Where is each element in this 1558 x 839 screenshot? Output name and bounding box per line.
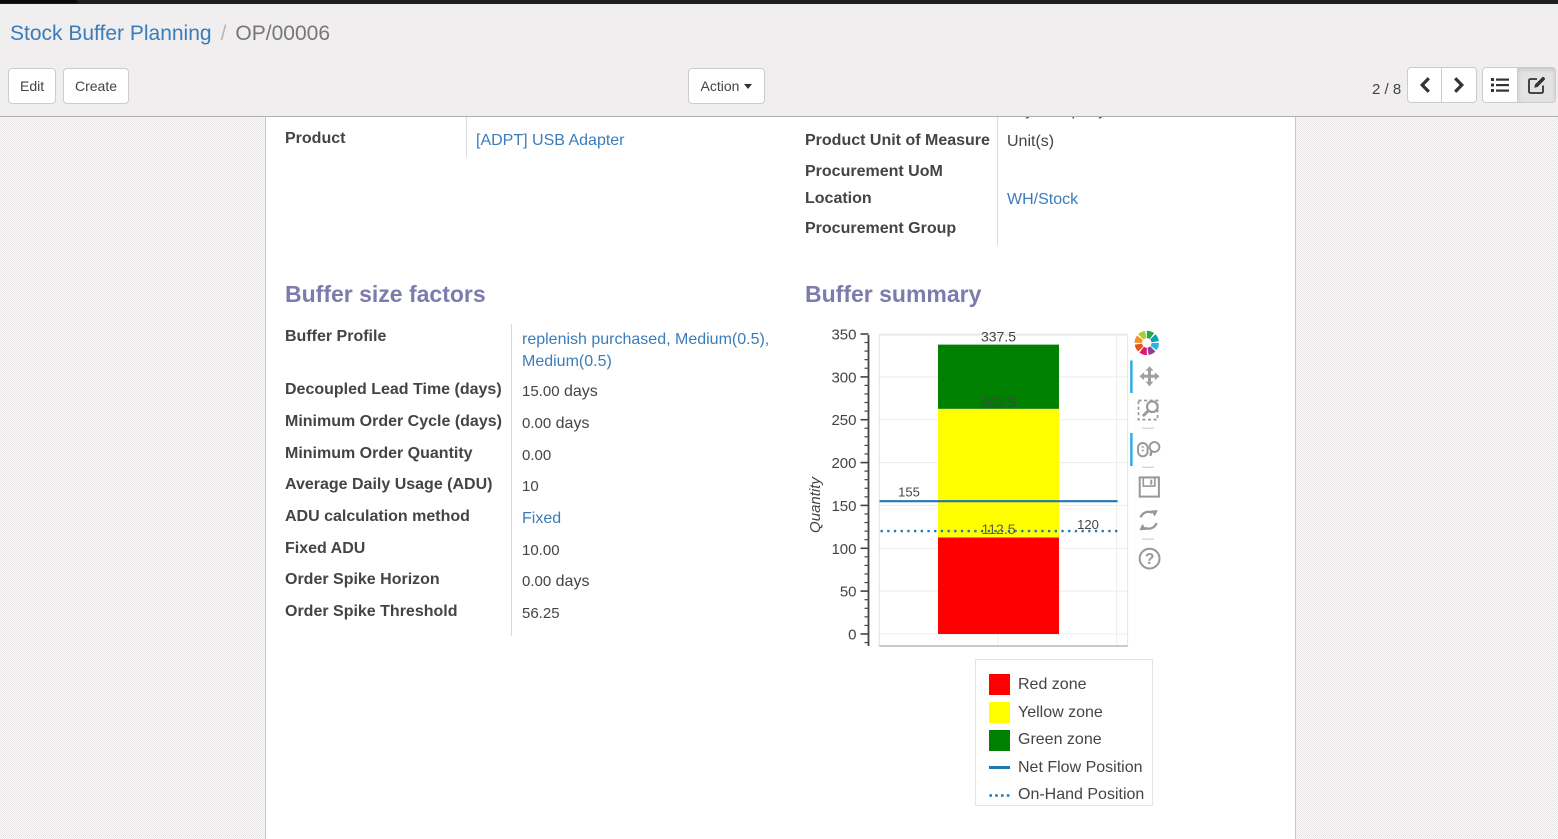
svg-text:Quantity: Quantity	[807, 476, 824, 533]
svg-text:112.5: 112.5	[982, 521, 1016, 537]
svg-text:50: 50	[840, 584, 857, 601]
svg-text:0: 0	[848, 627, 856, 644]
svg-text:337.5: 337.5	[981, 329, 1016, 345]
svg-text:?: ?	[1145, 551, 1154, 568]
svg-text:120: 120	[1077, 517, 1099, 532]
svg-text:300: 300	[831, 369, 856, 386]
svg-text:262.5: 262.5	[981, 395, 1016, 411]
svg-text:350: 350	[831, 327, 856, 344]
svg-text:200: 200	[831, 455, 856, 472]
svg-text:100: 100	[831, 541, 856, 558]
svg-text:150: 150	[831, 498, 856, 515]
svg-text:250: 250	[831, 412, 856, 429]
svg-text:155: 155	[898, 485, 920, 500]
